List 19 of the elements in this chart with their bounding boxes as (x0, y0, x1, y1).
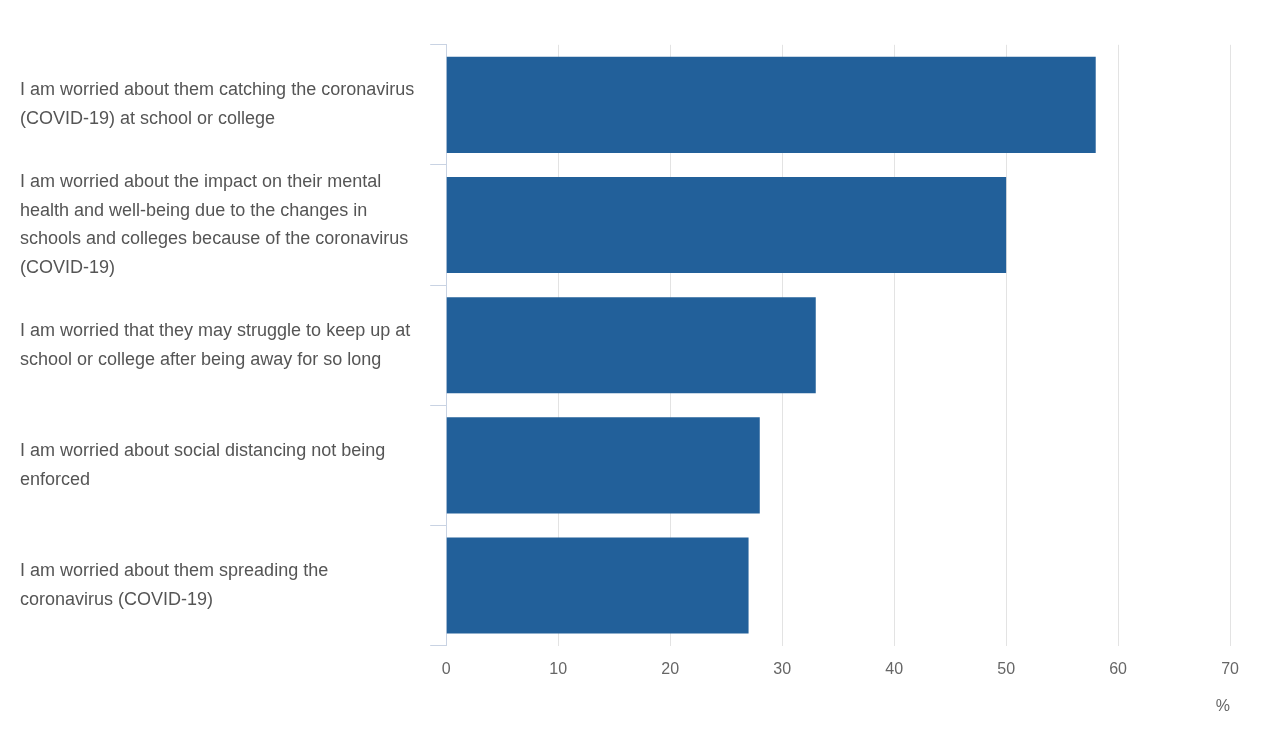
x-tick-label: 50 (997, 659, 1016, 677)
x-tick-label: 20 (661, 659, 680, 677)
y-tick-label: I am worried about social distancing not being enforced (20, 439, 386, 489)
y-tick-label: I am worried that they may struggle to keep up at school or college after being away for so long (20, 319, 411, 369)
x-tick-label: 10 (549, 659, 568, 677)
bar (446, 297, 816, 394)
bar (446, 176, 1007, 274)
y-tick-label: I am worried about the impact on their mental health and well-being due to the changes in schools and colleges because of the coronavirus (COVID-19) (20, 170, 409, 278)
x-tick-label: 0 (441, 659, 451, 677)
x-tick-label: 30 (773, 659, 792, 677)
bar (446, 417, 760, 514)
bar (446, 56, 1096, 153)
x-tick-label: 40 (885, 659, 904, 677)
bar (446, 537, 749, 634)
y-tick-label: I am worried about them spreading the coronavirus (COVID-19) (20, 560, 329, 609)
x-tick-label: 70 (1221, 659, 1240, 677)
y-tick-label: I am worried about them catching the coronavirus (COVID-19) at school or college (20, 79, 415, 129)
x-axis-title: % (1215, 696, 1231, 714)
x-tick-label: 60 (1109, 659, 1128, 677)
